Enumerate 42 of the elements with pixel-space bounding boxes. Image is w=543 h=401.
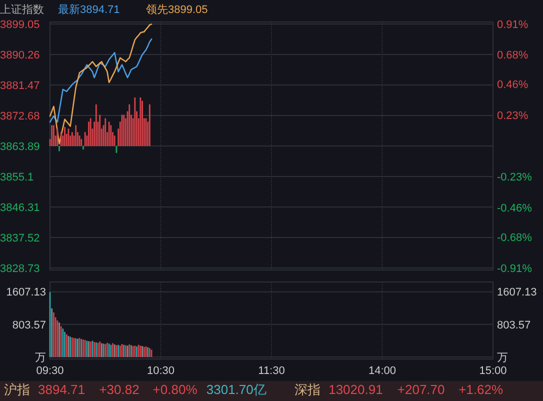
line-series: [49, 24, 152, 145]
y-tick-label: 3855.1: [0, 171, 34, 184]
y-tick-label: 3837.52: [0, 232, 40, 244]
y-tick-label: 3828.73: [0, 262, 40, 275]
text: +207.70: [397, 382, 445, 397]
text: 沪指: [4, 382, 30, 397]
y2-tick-label: 0.91%: [497, 18, 528, 31]
text: 3301.70亿: [206, 382, 266, 397]
x-tick-label: 11:30: [258, 365, 285, 377]
x-tick-label: 15:00: [479, 365, 507, 377]
y-tick-label: 3846.31: [0, 202, 40, 214]
x-tick-label: 14:00: [368, 365, 396, 377]
y-tick-label: 3881.47: [0, 80, 40, 92]
text: +0.80%: [152, 382, 198, 397]
y-tick-label: 3863.89: [0, 140, 40, 153]
text: 3894.71: [38, 382, 85, 397]
y2-tick-label: 1607.13: [497, 286, 537, 299]
y-tick-label: 1607.13: [6, 286, 46, 299]
text: 13020.91: [328, 382, 383, 397]
y2-tick-label: 803.57: [497, 319, 531, 332]
y-tick-label: 3872.68: [0, 110, 40, 122]
series-label: 领先3899.05: [146, 3, 208, 16]
y2-tick-label: 0.46%: [497, 79, 528, 92]
y2-tick-label: -0.91%: [497, 262, 532, 275]
y-tick-label: 3890.26: [0, 49, 40, 62]
y-tick-label: 万: [35, 352, 46, 364]
y2-tick-label: 万: [497, 352, 508, 364]
y-tick-label: 803.57: [12, 319, 46, 332]
text: 深指: [294, 382, 321, 397]
y2-tick-label: -0.23%: [497, 172, 532, 184]
y2-tick-label: -0.68%: [497, 232, 532, 244]
text: 最新3894.71: [58, 3, 120, 16]
text: +30.82: [99, 382, 140, 397]
y-tick-label: 3899.05: [0, 18, 40, 31]
y2-tick-label: 0.68%: [497, 50, 528, 62]
y2-tick-label: -0.46%: [497, 202, 532, 215]
x-tick-label: 10:30: [146, 365, 175, 377]
x-tick-label: 09:30: [36, 365, 64, 377]
text: +1.62%: [458, 382, 504, 397]
chart-title: 上证指数: [0, 3, 44, 16]
line-series: [49, 38, 152, 123]
y2-tick-label: 0.23%: [497, 110, 528, 122]
